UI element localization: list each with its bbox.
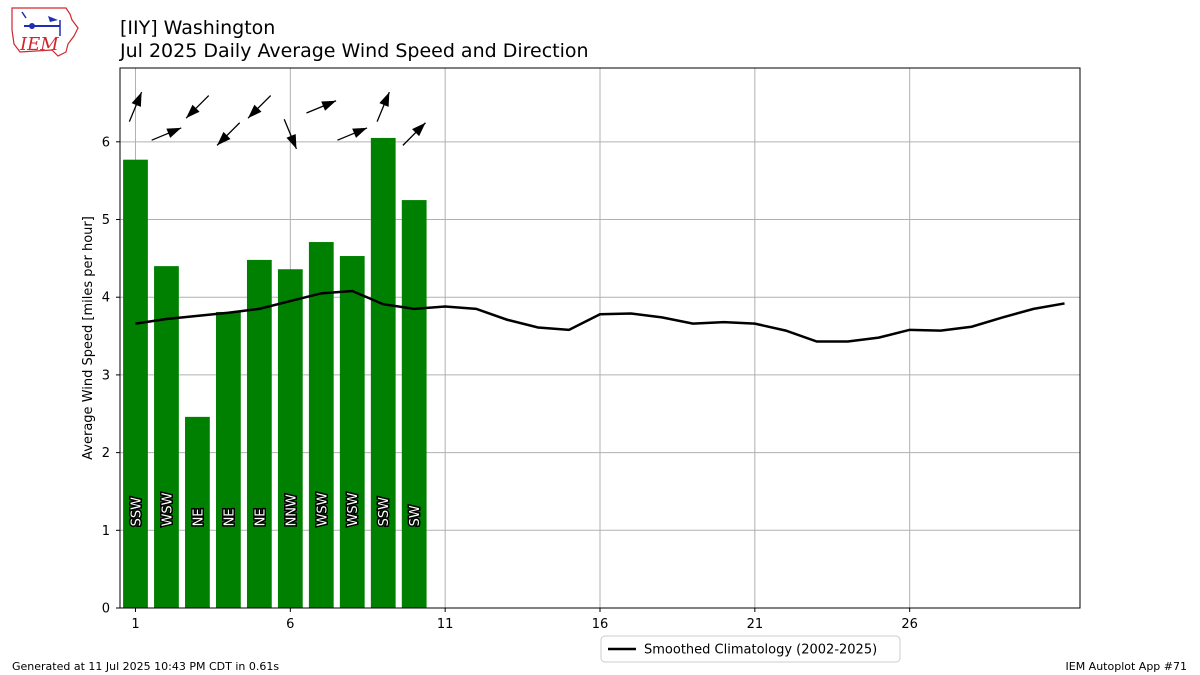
y-tick-label: 0 <box>102 602 110 617</box>
bar-day-6 <box>277 269 303 608</box>
y-axis-label: Average Wind Speed [miles per hour] <box>81 216 96 460</box>
wind-arrow-day-4 <box>216 122 241 146</box>
direction-label-day-9: SSW <box>377 497 392 527</box>
logo-text: IEM <box>19 34 59 55</box>
wind-arrow-head <box>131 92 142 107</box>
wind-arrow-head <box>379 92 390 107</box>
footer-app: IEM Autoplot App #71 <box>1065 660 1188 673</box>
wind-arrow-day-9 <box>376 91 390 122</box>
x-tick-label: 1 <box>131 617 139 632</box>
wind-arrow-day-6 <box>283 119 298 150</box>
bars <box>123 137 427 609</box>
legend-label: Smoothed Climatology (2002-2025) <box>644 643 877 658</box>
wind-arrow-head <box>248 104 262 119</box>
y-tick-label: 4 <box>102 291 110 306</box>
legend-box <box>600 635 901 663</box>
wind-arrow-day-7 <box>306 100 337 114</box>
direction-label-day-6: NNW <box>284 494 299 526</box>
wind-arrow-day-3 <box>185 95 210 119</box>
wind-arrow-head <box>186 104 200 119</box>
y-tick-label: 2 <box>102 446 110 461</box>
bar-day-2 <box>154 266 179 608</box>
wind-arrow-head <box>217 131 231 146</box>
bar-day-8 <box>339 256 365 608</box>
bar-day-9 <box>370 137 396 609</box>
bar-day-10 <box>401 200 427 608</box>
direction-label-day-10: SW <box>408 505 423 526</box>
direction-label-day-5: NE <box>253 508 268 526</box>
direction-labels: SSW WSW NE NE NE NNW WSW WSW SSW SW <box>128 491 425 528</box>
wind-arrow-day-1 <box>128 91 143 122</box>
y-tick-label: 6 <box>102 135 110 150</box>
chart-title-line2: Jul 2025 Daily Average Wind Speed and Di… <box>120 40 589 62</box>
wind-arrow-day-5 <box>247 95 272 119</box>
wind-arrow-head <box>352 127 368 138</box>
direction-label-day-2: WSW <box>160 492 175 526</box>
y-tick-label: 3 <box>102 368 110 383</box>
bar-day-3 <box>185 416 210 608</box>
direction-label-day-7: WSW <box>315 492 330 526</box>
bar-day-5 <box>246 259 272 608</box>
direction-label-day-3: NE <box>191 508 206 526</box>
y-tick-label: 5 <box>102 213 110 228</box>
wind-arrow-day-10 <box>402 122 426 146</box>
bar-day-7 <box>308 242 334 609</box>
wind-arrow-head <box>412 122 426 137</box>
x-tick-label: 21 <box>747 617 764 632</box>
iem-logo: IEM <box>8 6 80 62</box>
x-tick-label: 16 <box>592 617 609 632</box>
x-tick-label: 11 <box>437 617 454 632</box>
wind-arrow-head <box>286 133 297 149</box>
wind-arrow-head <box>321 100 337 111</box>
footer-generated: Generated at 11 Jul 2025 10:43 PM CDT in… <box>12 660 280 673</box>
x-tick-label: 26 <box>901 617 918 632</box>
chart-title-line1: [IIY] Washington <box>120 17 276 39</box>
wind-arrow-day-2 <box>151 127 182 141</box>
direction-label-day-1: SSW <box>129 497 144 527</box>
y-tick-label: 1 <box>102 524 110 539</box>
climatology-line-group <box>135 289 1065 343</box>
wind-direction-arrows <box>128 91 426 150</box>
direction-label-day-4: NE <box>222 508 237 526</box>
climatology-line <box>135 289 1065 343</box>
x-tick-label: 6 <box>286 617 294 632</box>
wind-arrow-day-8 <box>337 127 368 141</box>
wind-arrow-head <box>166 127 182 138</box>
bar-day-4 <box>216 311 241 608</box>
legend: Smoothed Climatology (2002-2025) <box>600 635 901 663</box>
bar-day-1 <box>123 159 148 608</box>
direction-label-day-8: WSW <box>346 492 361 526</box>
